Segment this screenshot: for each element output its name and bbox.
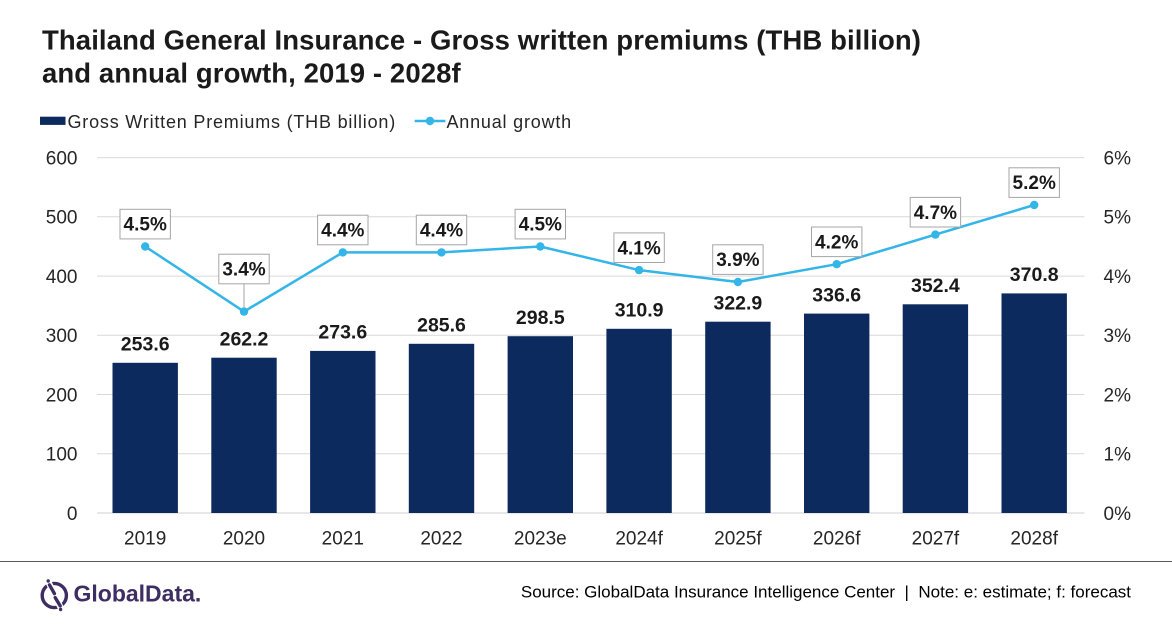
svg-text:4.1%: 4.1%: [617, 238, 660, 259]
svg-text:400: 400: [46, 267, 78, 288]
svg-text:370.8: 370.8: [1010, 264, 1059, 286]
svg-text:3.9%: 3.9%: [716, 250, 759, 271]
svg-text:2024f: 2024f: [615, 529, 663, 550]
svg-text:262.2: 262.2: [220, 329, 269, 351]
svg-text:5.2%: 5.2%: [1013, 173, 1056, 194]
svg-text:4.2%: 4.2%: [815, 232, 858, 253]
svg-text:2020: 2020: [223, 529, 265, 550]
svg-text:4.5%: 4.5%: [124, 215, 167, 236]
svg-text:500: 500: [46, 208, 78, 229]
svg-text:300: 300: [46, 326, 78, 347]
svg-text:2025f: 2025f: [714, 529, 762, 550]
svg-text:1%: 1%: [1104, 445, 1132, 466]
svg-text:0%: 0%: [1104, 504, 1132, 525]
svg-text:2027f: 2027f: [912, 529, 960, 550]
svg-text:4.7%: 4.7%: [914, 203, 957, 224]
svg-text:0: 0: [67, 504, 78, 525]
svg-text:6%: 6%: [1104, 149, 1132, 170]
svg-text:310.9: 310.9: [615, 300, 664, 322]
svg-text:4%: 4%: [1104, 267, 1132, 288]
svg-text:5%: 5%: [1104, 208, 1132, 229]
svg-text:2028f: 2028f: [1010, 529, 1058, 550]
svg-text:3%: 3%: [1104, 326, 1132, 347]
svg-text:Thailand General Insurance - G: Thailand General Insurance - Gross writt…: [42, 25, 921, 56]
svg-text:600: 600: [46, 149, 78, 170]
svg-text:GlobalData.: GlobalData.: [74, 581, 202, 607]
svg-text:2026f: 2026f: [813, 529, 861, 550]
svg-text:100: 100: [46, 445, 78, 466]
svg-text:352.4: 352.4: [911, 275, 960, 297]
svg-text:2023e: 2023e: [514, 529, 567, 550]
svg-text:336.6: 336.6: [812, 284, 861, 306]
svg-text:3.4%: 3.4%: [222, 260, 265, 281]
svg-text:2021: 2021: [322, 529, 364, 550]
svg-text:Gross Written Premiums (THB bi: Gross Written Premiums (THB billion): [68, 112, 397, 132]
svg-text:200: 200: [46, 385, 78, 406]
svg-text:and annual growth, 2019 - 2028: and annual growth, 2019 - 2028f: [42, 58, 462, 89]
svg-text:253.6: 253.6: [121, 334, 170, 356]
svg-text:273.6: 273.6: [318, 322, 367, 344]
svg-text:322.9: 322.9: [713, 293, 762, 315]
svg-text:285.6: 285.6: [417, 315, 466, 337]
svg-text:4.5%: 4.5%: [519, 215, 562, 236]
svg-text:298.5: 298.5: [516, 307, 565, 329]
svg-text:4.4%: 4.4%: [321, 221, 364, 242]
svg-text:2019: 2019: [124, 529, 166, 550]
svg-text:4.4%: 4.4%: [420, 221, 463, 242]
svg-text:Annual growth: Annual growth: [447, 112, 572, 132]
svg-text:2022: 2022: [420, 529, 462, 550]
svg-text:Source: GlobalData Insurance I: Source: GlobalData Insurance Intelligenc…: [521, 583, 1131, 602]
svg-text:2%: 2%: [1104, 385, 1132, 406]
